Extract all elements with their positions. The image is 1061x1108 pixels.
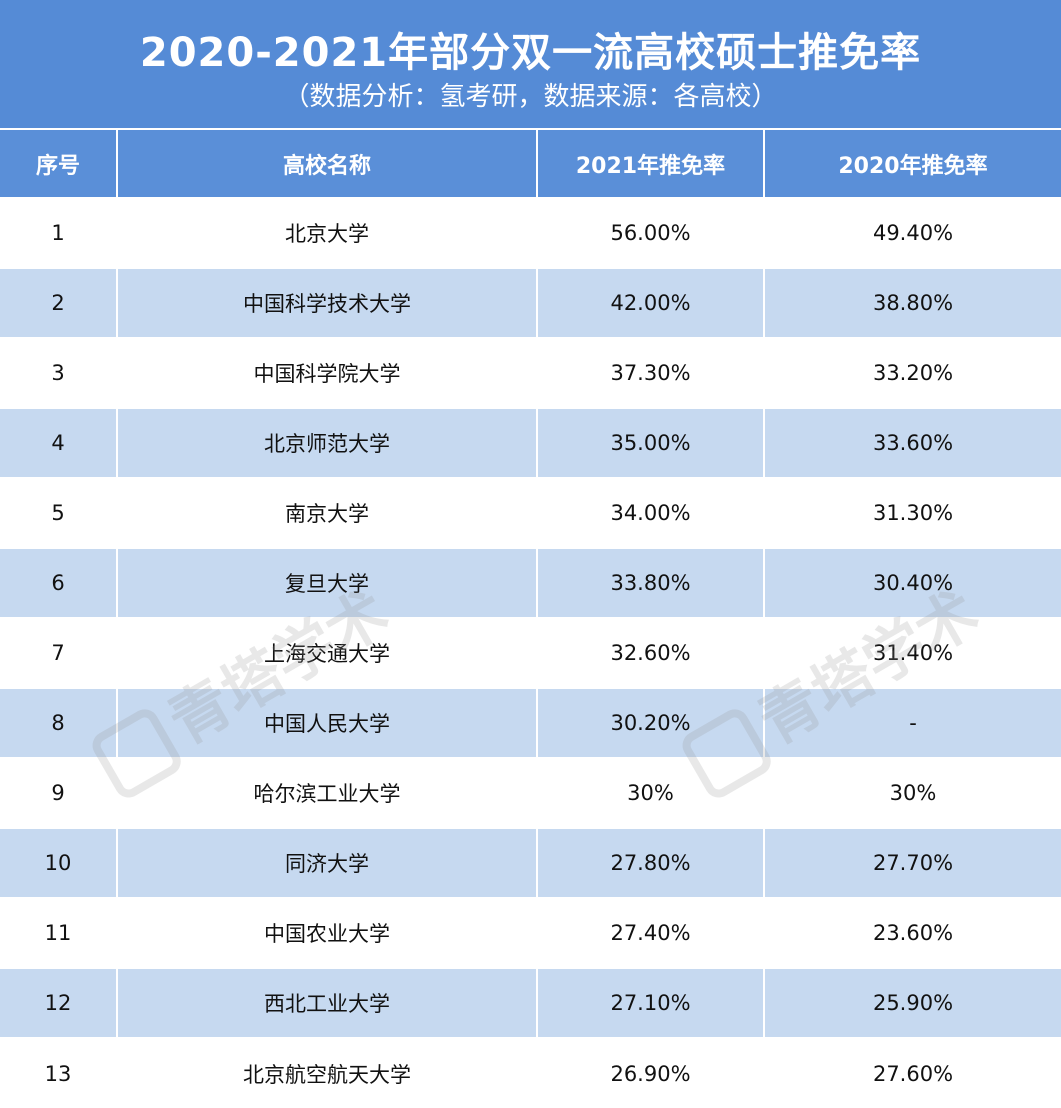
table-row: 7 上海交通大学 32.60% 31.40%	[0, 618, 1061, 688]
table-row: 10 同济大学 27.80% 27.70%	[0, 828, 1061, 898]
row-index: 11	[44, 921, 72, 945]
rate-2020: 27.70%	[763, 828, 1061, 898]
rate-2020: 49.40%	[763, 198, 1061, 268]
rate-2020: 33.60%	[763, 408, 1061, 478]
school-name: 哈尔滨工业大学	[116, 758, 537, 828]
school-name: 中国科学院大学	[116, 338, 537, 408]
table-row: 13 北京航空航天大学 26.90% 27.60%	[0, 1038, 1061, 1108]
row-index: 5	[51, 501, 65, 525]
rate-2021: 32.60%	[536, 618, 764, 688]
rate-2020: 38.80%	[763, 268, 1061, 338]
school-name: 同济大学	[116, 828, 537, 898]
school-name: 复旦大学	[116, 548, 537, 618]
rate-2020: 30.40%	[763, 548, 1061, 618]
row-index: 13	[44, 1061, 72, 1086]
rate-2021: 26.90%	[536, 1038, 764, 1108]
rate-2021: 42.00%	[536, 268, 764, 338]
rate-2021: 37.30%	[536, 338, 764, 408]
column-header-2021: 2021年推免率	[536, 130, 764, 198]
page-title: 2020-2021年部分双一流高校硕士推免率	[139, 30, 922, 76]
title-banner: 2020-2021年部分双一流高校硕士推免率 （数据分析：氢考研，数据来源：各高…	[0, 0, 1061, 128]
rate-2020: -	[763, 688, 1061, 758]
column-header-index: 序号	[35, 153, 80, 179]
school-name: 中国人民大学	[116, 688, 537, 758]
rate-2021: 30%	[536, 758, 764, 828]
rate-2020: 33.20%	[763, 338, 1061, 408]
rate-2021: 27.10%	[536, 968, 764, 1038]
rate-2020: 31.30%	[763, 478, 1061, 548]
row-index: 12	[44, 991, 72, 1015]
table-row: 9 哈尔滨工业大学 30% 30%	[0, 758, 1061, 828]
school-name: 中国农业大学	[116, 898, 537, 968]
rate-2020: 25.90%	[763, 968, 1061, 1038]
row-index: 4	[51, 431, 65, 455]
table-row: 3 中国科学院大学 37.30% 33.20%	[0, 338, 1061, 408]
rate-2021: 56.00%	[536, 198, 764, 268]
recommendation-rate-table: 序号 高校名称 2021年推免率 2020年推免率 1 北京大学 56.00% 49.…	[0, 130, 1061, 1108]
rate-2020: 30%	[763, 758, 1061, 828]
row-index: 6	[51, 571, 65, 595]
rate-2021: 30.20%	[536, 688, 764, 758]
column-header-2020: 2020年推免率	[763, 130, 1061, 198]
table-row: 1 北京大学 56.00% 49.40%	[0, 198, 1061, 268]
page-subtitle: （数据分析：氢考研，数据来源：各高校）	[283, 82, 778, 112]
rate-2020: 27.60%	[763, 1038, 1061, 1108]
school-name: 北京师范大学	[116, 408, 537, 478]
school-name: 北京航空航天大学	[116, 1038, 537, 1108]
rate-2021: 35.00%	[536, 408, 764, 478]
table-row: 5 南京大学 34.00% 31.30%	[0, 478, 1061, 548]
rate-2021: 34.00%	[536, 478, 764, 548]
row-index: 2	[51, 291, 65, 315]
row-index: 10	[44, 851, 72, 875]
row-index: 8	[51, 711, 65, 735]
table-row: 12 西北工业大学 27.10% 25.90%	[0, 968, 1061, 1038]
rate-2021: 33.80%	[536, 548, 764, 618]
table-row: 11 中国农业大学 27.40% 23.60%	[0, 898, 1061, 968]
table-row: 2 中国科学技术大学 42.00% 38.80%	[0, 268, 1061, 338]
row-index: 3	[51, 361, 65, 385]
school-name: 南京大学	[116, 478, 537, 548]
row-index: 1	[51, 221, 65, 245]
school-name: 中国科学技术大学	[116, 268, 537, 338]
row-index: 9	[51, 781, 65, 805]
column-header-school: 高校名称	[116, 130, 537, 198]
rate-2021: 27.80%	[536, 828, 764, 898]
row-index: 7	[51, 641, 65, 665]
school-name: 西北工业大学	[116, 968, 537, 1038]
table-row: 4 北京师范大学 35.00% 33.60%	[0, 408, 1061, 478]
rate-2020: 23.60%	[763, 898, 1061, 968]
table-row: 6 复旦大学 33.80% 30.40%	[0, 548, 1061, 618]
rate-2021: 27.40%	[536, 898, 764, 968]
table-row: 8 中国人民大学 30.20% -	[0, 688, 1061, 758]
school-name: 上海交通大学	[116, 618, 537, 688]
rate-2020: 31.40%	[763, 618, 1061, 688]
table-header-row: 序号 高校名称 2021年推免率 2020年推免率	[0, 130, 1061, 198]
school-name: 北京大学	[116, 198, 537, 268]
